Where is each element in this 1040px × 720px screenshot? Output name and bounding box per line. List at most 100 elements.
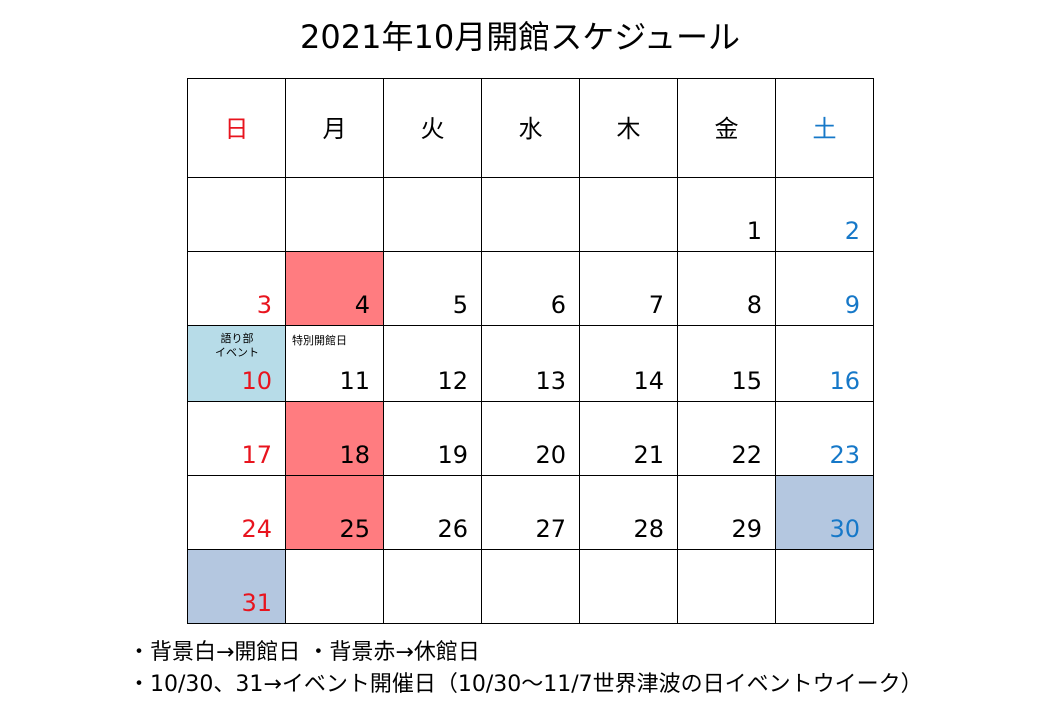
day-cell-closed: 25 — [285, 475, 384, 550]
weekday-label: 火 — [420, 115, 445, 143]
day-cell: 27 — [481, 475, 580, 550]
day-number: 21 — [633, 441, 664, 469]
day-cell: 26 — [383, 475, 482, 550]
day-cell-event: 語り部 イベント 10 — [187, 325, 286, 402]
day-cell: 14 — [579, 325, 678, 402]
day-cell-closed: 18 — [285, 401, 384, 476]
day-cell-event-week: 30 — [775, 475, 874, 550]
day-number: 17 — [241, 441, 272, 469]
day-number: 11 — [339, 367, 370, 395]
day-cell: 20 — [481, 401, 580, 476]
day-cell — [383, 177, 482, 252]
day-number: 22 — [731, 441, 762, 469]
day-number: 26 — [437, 515, 468, 543]
day-cell: 3 — [187, 251, 286, 326]
day-number: 13 — [535, 367, 566, 395]
day-number: 3 — [256, 291, 272, 319]
day-cell: 1 — [677, 177, 776, 252]
day-cell: 19 — [383, 401, 482, 476]
day-cell: 17 — [187, 401, 286, 476]
day-number: 12 — [437, 367, 468, 395]
day-number: 5 — [452, 291, 468, 319]
weekday-sun: 日 — [187, 78, 286, 178]
day-number: 8 — [746, 291, 762, 319]
legend-line-event: ・10/30、31→イベント開催日（10/30～11/7世界津波の日イベントウイ… — [128, 672, 923, 697]
weekday-wed: 水 — [481, 78, 580, 178]
weekday-thu: 木 — [579, 78, 678, 178]
day-number: 16 — [829, 367, 860, 395]
day-number: 1 — [746, 217, 762, 245]
weekday-header-row: 日 月 火 水 木 金 土 — [187, 78, 874, 178]
day-cell: 2 — [775, 177, 874, 252]
day-number: 4 — [354, 291, 370, 319]
day-number: 30 — [829, 515, 860, 543]
event-note-line: 語り部 — [220, 332, 254, 345]
week-row-4: 17 18 19 20 21 22 23 — [187, 401, 874, 476]
day-cell — [775, 549, 874, 624]
day-number: 28 — [633, 515, 664, 543]
day-cell: 22 — [677, 401, 776, 476]
day-cell-event-week: 31 — [187, 549, 286, 624]
day-cell: 29 — [677, 475, 776, 550]
weekday-label: 木 — [616, 115, 641, 143]
day-cell — [383, 549, 482, 624]
day-cell: 6 — [481, 251, 580, 326]
day-number: 31 — [241, 589, 272, 617]
day-number: 9 — [844, 291, 860, 319]
week-row-5: 24 25 26 27 28 29 30 — [187, 475, 874, 550]
weekday-mon: 月 — [285, 78, 384, 178]
page-title: 2021年10月開館スケジュール — [300, 18, 740, 56]
day-cell — [677, 549, 776, 624]
day-cell — [187, 177, 286, 252]
week-row-1: 1 2 — [187, 177, 874, 252]
weekday-label: 月 — [322, 115, 347, 143]
weekday-sat: 土 — [775, 78, 874, 178]
day-cell: 12 — [383, 325, 482, 402]
day-number: 19 — [437, 441, 468, 469]
day-number: 7 — [648, 291, 664, 319]
legend-line-background: ・背景白→開館日 ・背景赤→休館日 — [128, 640, 480, 665]
week-row-6: 31 — [187, 549, 874, 624]
day-number: 14 — [633, 367, 664, 395]
day-cell: 15 — [677, 325, 776, 402]
day-cell: 8 — [677, 251, 776, 326]
day-cell: 7 — [579, 251, 678, 326]
weekday-label: 金 — [714, 115, 739, 143]
day-cell: 28 — [579, 475, 678, 550]
day-number: 29 — [731, 515, 762, 543]
day-number: 27 — [535, 515, 566, 543]
weekday-label: 日 — [224, 115, 249, 143]
day-cell — [481, 177, 580, 252]
day-number: 10 — [241, 367, 272, 395]
day-number: 23 — [829, 441, 860, 469]
weekday-fri: 金 — [677, 78, 776, 178]
day-cell: 16 — [775, 325, 874, 402]
day-number: 6 — [550, 291, 566, 319]
weekday-tue: 火 — [383, 78, 482, 178]
day-cell — [579, 549, 678, 624]
day-cell-special-open: 特別開館日 11 — [285, 325, 384, 402]
day-number: 18 — [339, 441, 370, 469]
day-number: 25 — [339, 515, 370, 543]
day-cell: 24 — [187, 475, 286, 550]
weekday-label: 土 — [812, 115, 837, 143]
day-cell — [285, 549, 384, 624]
day-cell: 23 — [775, 401, 874, 476]
event-note: 語り部 イベント — [188, 332, 286, 360]
calendar-grid: 日 月 火 水 木 金 土 1 2 3 4 5 6 7 8 9 語り部 イベント… — [187, 78, 874, 624]
day-cell: 5 — [383, 251, 482, 326]
week-row-2: 3 4 5 6 7 8 9 — [187, 251, 874, 326]
special-open-note: 特別開館日 — [292, 334, 347, 347]
day-number: 15 — [731, 367, 762, 395]
day-number: 20 — [535, 441, 566, 469]
event-note-line: イベント — [215, 346, 259, 359]
day-cell — [481, 549, 580, 624]
day-number: 2 — [844, 217, 860, 245]
day-cell: 13 — [481, 325, 580, 402]
day-cell — [285, 177, 384, 252]
day-cell: 21 — [579, 401, 678, 476]
week-row-3: 語り部 イベント 10 特別開館日 11 12 13 14 15 16 — [187, 325, 874, 402]
day-cell — [579, 177, 678, 252]
day-number: 24 — [241, 515, 272, 543]
day-cell: 9 — [775, 251, 874, 326]
